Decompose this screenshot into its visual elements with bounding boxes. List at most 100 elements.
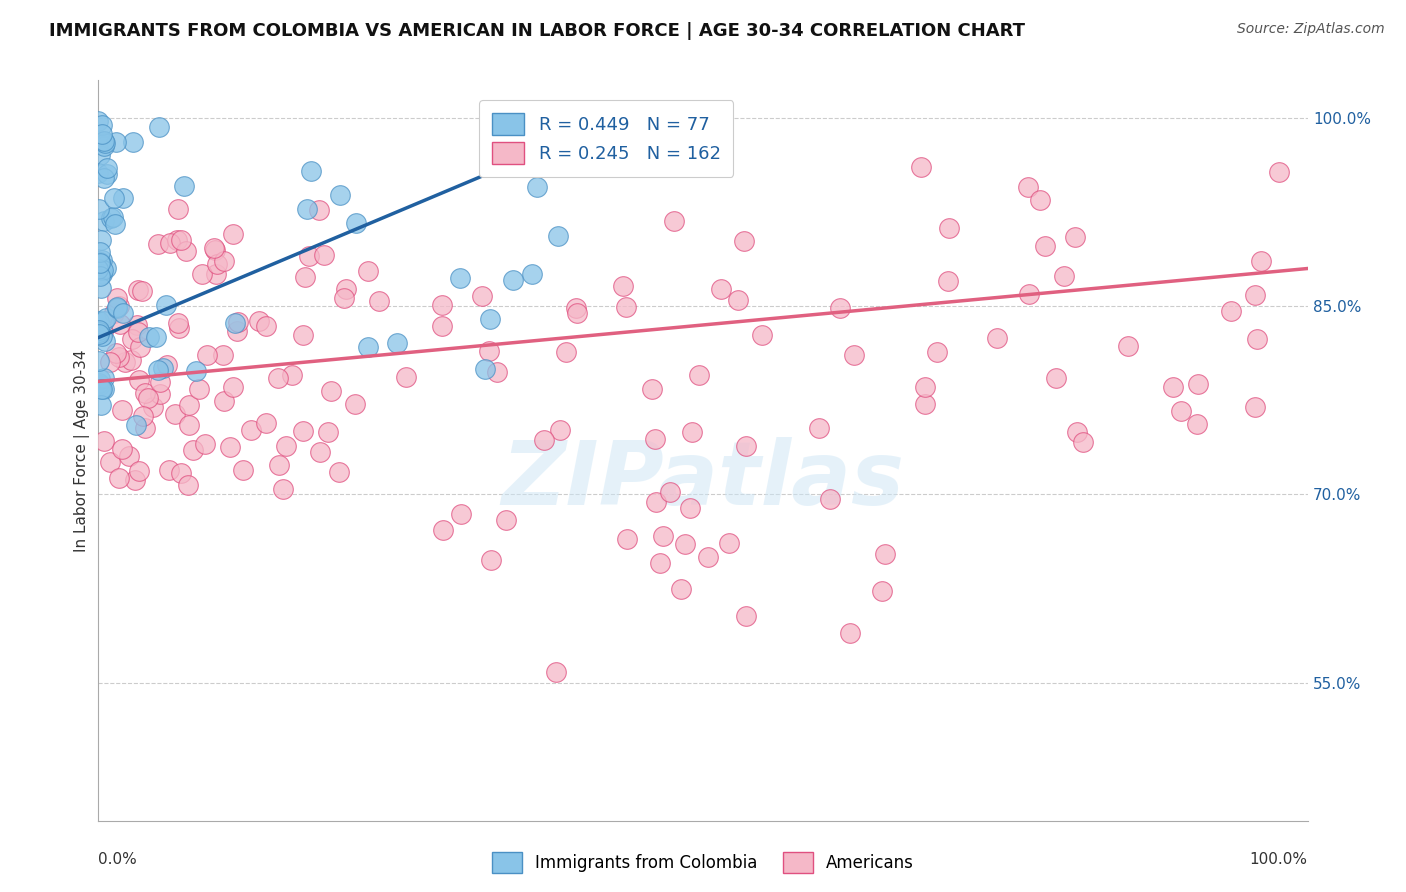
Point <box>224 316 246 330</box>
Point <box>1187 377 1209 392</box>
Point <box>495 513 517 527</box>
Point <box>219 440 242 454</box>
Point <box>554 345 576 359</box>
Point <box>1244 400 1267 414</box>
Point <box>148 120 170 134</box>
Point <box>174 244 197 258</box>
Point <box>118 449 141 463</box>
Point <box>1244 288 1267 302</box>
Point <box>138 330 160 344</box>
Point <box>329 188 352 202</box>
Point <box>91 253 114 268</box>
Point <box>114 355 136 369</box>
Point <box>149 386 172 401</box>
Point <box>838 626 860 640</box>
Point <box>125 418 148 433</box>
Point <box>87 313 110 327</box>
Point <box>165 407 187 421</box>
Point <box>432 523 454 537</box>
Point <box>1170 404 1192 418</box>
Point <box>134 386 156 401</box>
Point <box>128 464 150 478</box>
Point <box>658 485 681 500</box>
Point <box>108 317 131 331</box>
Point <box>271 482 294 496</box>
Point <box>502 273 524 287</box>
Point <box>830 301 852 315</box>
Point <box>688 368 710 382</box>
Point <box>166 202 188 217</box>
Point <box>100 211 122 225</box>
Point <box>170 233 193 247</box>
Point <box>103 306 125 320</box>
Point <box>98 355 121 369</box>
Point <box>471 289 494 303</box>
Point <box>662 213 685 227</box>
Point <box>485 365 508 379</box>
Point <box>333 291 356 305</box>
Point <box>128 373 150 387</box>
Point <box>93 134 115 148</box>
Point <box>90 399 112 413</box>
Point <box>479 553 502 567</box>
Point <box>173 179 195 194</box>
Point <box>548 423 571 437</box>
Point <box>910 160 932 174</box>
Point <box>91 328 114 343</box>
Point <box>166 233 188 247</box>
Point <box>807 421 830 435</box>
Point <box>91 118 114 132</box>
Point <box>546 665 568 679</box>
Point <box>87 324 110 338</box>
Point <box>87 353 110 368</box>
Point <box>89 245 111 260</box>
Point <box>157 463 180 477</box>
Point <box>111 442 134 456</box>
Point <box>314 248 336 262</box>
Point <box>148 363 170 377</box>
Point <box>155 298 177 312</box>
Point <box>204 243 226 257</box>
Point <box>87 376 110 391</box>
Point <box>93 371 115 385</box>
Point <box>111 191 134 205</box>
Point <box>93 434 115 449</box>
Point <box>1250 254 1272 268</box>
Point <box>308 445 330 459</box>
Point <box>1033 239 1056 253</box>
Point <box>927 344 949 359</box>
Point <box>478 344 501 359</box>
Point <box>94 310 117 325</box>
Point <box>222 227 245 241</box>
Point <box>842 348 865 362</box>
Point <box>1017 180 1039 194</box>
Point <box>671 582 693 596</box>
Point <box>111 306 134 320</box>
Point <box>212 394 235 409</box>
Point <box>89 269 111 284</box>
Text: ZIPatlas: ZIPatlas <box>502 436 904 524</box>
Point <box>343 397 366 411</box>
Point <box>212 348 235 362</box>
Point <box>267 458 290 472</box>
Point <box>87 202 110 216</box>
Point <box>159 236 181 251</box>
Point <box>191 267 214 281</box>
Point <box>357 340 380 354</box>
Point <box>93 314 115 328</box>
Point <box>93 214 115 228</box>
Point <box>1018 287 1040 301</box>
Point <box>727 293 749 308</box>
Point <box>1185 417 1208 432</box>
Point <box>91 382 114 396</box>
Point <box>1071 435 1094 450</box>
Point <box>94 136 117 150</box>
Point <box>90 267 112 281</box>
Point <box>167 316 190 330</box>
Point <box>205 257 228 271</box>
Point <box>717 535 740 549</box>
Point <box>93 382 115 396</box>
Point <box>131 284 153 298</box>
Point <box>136 391 159 405</box>
Point <box>1053 269 1076 284</box>
